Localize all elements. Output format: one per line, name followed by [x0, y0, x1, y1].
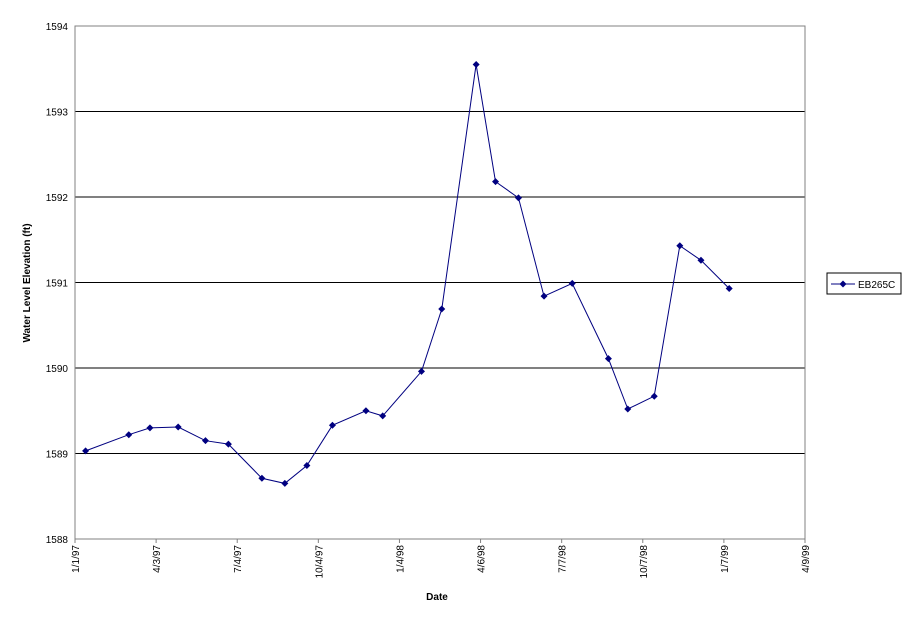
data-point-marker: [224, 440, 232, 448]
data-point-marker: [650, 392, 658, 400]
gridlines: [75, 111, 805, 454]
data-point-marker: [604, 355, 612, 363]
y-tick-label: 1593: [46, 108, 69, 119]
x-tick-label: 7/7/98: [558, 545, 569, 573]
x-axis-tick-labels: 1/1/97 4/3/97 7/4/97 10/4/97 1/4/98 4/6/98 7/7…: [71, 545, 812, 579]
x-tick-label: 10/7/98: [639, 545, 650, 579]
y-axis-tick-labels: 1588 1589 1590 1591 1592 1593 1594: [46, 22, 69, 546]
data-point-marker: [725, 284, 733, 292]
y-tick-label: 1594: [46, 22, 69, 33]
data-point-marker: [201, 437, 209, 445]
y-tick-label: 1592: [46, 193, 69, 204]
x-tick-label: 4/9/99: [801, 545, 812, 573]
data-point-marker: [624, 405, 632, 413]
data-point-marker: [328, 421, 336, 429]
data-point-marker: [540, 292, 548, 300]
x-axis-tick-marks: [74, 539, 806, 543]
x-tick-label: 1/4/98: [395, 545, 406, 573]
legend: EB265C: [826, 272, 902, 295]
data-point-marker: [514, 194, 522, 202]
data-point-marker: [379, 412, 387, 420]
x-tick-label: 7/4/97: [233, 545, 244, 573]
y-axis-title: Water Level Elevation (ft): [22, 223, 33, 342]
data-point-marker: [174, 423, 182, 431]
data-point-marker: [281, 479, 289, 487]
x-tick-label: 4/6/98: [477, 545, 488, 573]
data-point-marker: [125, 431, 133, 439]
plot-area-frame: [74, 25, 806, 540]
x-tick-label: 1/7/99: [720, 545, 731, 573]
data-point-marker: [303, 461, 311, 469]
legend-marker-swatch: [839, 280, 847, 288]
data-point-marker: [568, 279, 576, 287]
data-point-marker: [676, 242, 684, 250]
data-point-marker: [82, 447, 90, 455]
data-point-marker: [492, 178, 500, 186]
data-point-marker: [697, 256, 705, 264]
x-tick-label: 4/3/97: [152, 545, 163, 573]
legend-box: [826, 272, 902, 295]
series-layer: [82, 60, 733, 487]
data-point-marker: [362, 407, 370, 415]
y-tick-label: 1591: [46, 279, 69, 290]
x-tick-label: 10/4/97: [314, 545, 325, 579]
y-tick-label: 1590: [46, 364, 69, 375]
series-line: [85, 64, 730, 484]
data-point-marker: [146, 424, 154, 432]
y-tick-label: 1588: [46, 535, 69, 546]
y-tick-label: 1589: [46, 450, 69, 461]
data-point-marker: [472, 60, 480, 68]
legend-label: EB265C: [858, 280, 895, 291]
data-point-marker: [438, 305, 446, 313]
data-point-marker: [258, 474, 266, 482]
x-axis-title: Date: [426, 592, 448, 603]
data-point-marker: [417, 367, 425, 375]
x-tick-label: 1/1/97: [71, 545, 82, 573]
